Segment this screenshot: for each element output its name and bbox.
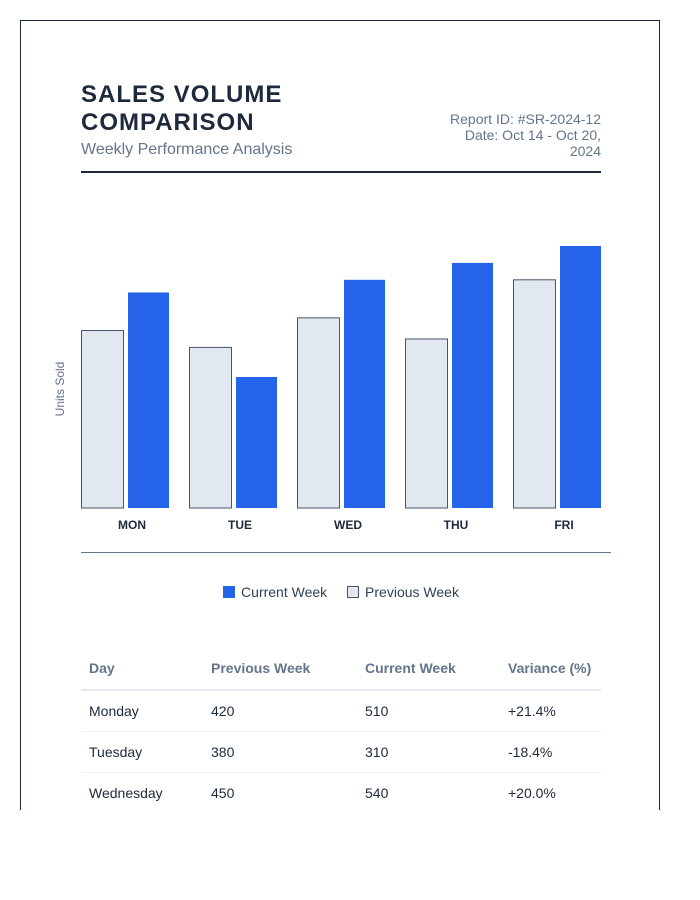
legend-label-current: Current Week — [241, 584, 328, 601]
report-meta: Report ID: #SR-2024-12 Date: Oct 14 - Oc… — [431, 111, 601, 159]
report-page: SALES VOLUME COMPARISON Weekly Performan… — [20, 20, 660, 810]
cell-previous: 380 — [203, 731, 357, 773]
cell-previous: 450 — [203, 772, 357, 810]
table-row: Monday 420 510 +21.4% — [81, 690, 601, 732]
legend-item-current: Current Week — [223, 584, 327, 600]
table-row: Wednesday 450 540 +20.0% — [81, 772, 601, 810]
page-subtitle: Weekly Performance Analysis — [81, 141, 293, 158]
cell-variance: +21.4% — [500, 690, 601, 732]
legend-swatch-previous — [347, 586, 360, 599]
bar-previous-thu — [405, 338, 448, 509]
x-tick-label-tue: TUE — [228, 518, 252, 532]
report-date-range: Date: Oct 14 - Oct 20, 2024 — [464, 127, 601, 159]
column-header-previous-week: Previous Week — [203, 647, 357, 691]
legend-label-previous: Previous Week — [365, 584, 459, 601]
sales-table: Day Previous Week Current Week Variance … — [81, 647, 601, 810]
cell-current: 540 — [357, 772, 500, 810]
cell-previous: 420 — [203, 690, 357, 732]
y-axis-label: Units Sold — [53, 362, 67, 417]
bar-current-fri — [560, 246, 601, 508]
cell-day: Tuesday — [81, 731, 203, 773]
page-title: SALES VOLUME COMPARISON — [81, 81, 283, 136]
bar-current-mon — [128, 292, 169, 508]
bar-previous-mon — [81, 330, 124, 509]
column-header-current-week: Current Week — [357, 647, 500, 691]
legend-item-previous: Previous Week — [347, 584, 459, 600]
report-header: SALES VOLUME COMPARISON Weekly Performan… — [81, 81, 601, 173]
cell-day: Wednesday — [81, 772, 203, 810]
bar-previous-wed — [297, 317, 340, 509]
bar-previous-fri — [513, 279, 556, 509]
legend-swatch-current — [223, 586, 236, 599]
cell-current: 510 — [357, 690, 500, 732]
table-header-row: Day Previous Week Current Week Variance … — [81, 647, 601, 691]
cell-variance: -18.4% — [500, 731, 601, 773]
column-header-variance: Variance (%) — [500, 647, 601, 691]
cell-day: Monday — [81, 690, 203, 732]
report-id: Report ID: #SR-2024-12 — [450, 111, 601, 127]
table-row: Tuesday 380 310 -18.4% — [81, 731, 601, 773]
bar-chart-svg: MON TUE WED THU FRI Units Sold — [53, 246, 611, 553]
cell-variance: +20.0% — [500, 772, 601, 810]
bar-chart: MON TUE WED THU FRI Units Sold — [51, 231, 611, 561]
x-tick-label-fri: FRI — [554, 518, 573, 532]
bar-current-wed — [344, 279, 385, 508]
bar-current-tue — [236, 377, 277, 508]
x-tick-label-thu: THU — [444, 518, 469, 532]
chart-legend: Current Week Previous Week — [21, 583, 659, 600]
bar-current-thu — [452, 262, 493, 508]
bar-previous-tue — [189, 346, 232, 509]
column-header-day: Day — [81, 647, 203, 691]
x-tick-label-wed: WED — [334, 518, 362, 532]
cell-current: 310 — [357, 731, 500, 773]
x-tick-label-mon: MON — [118, 518, 146, 532]
